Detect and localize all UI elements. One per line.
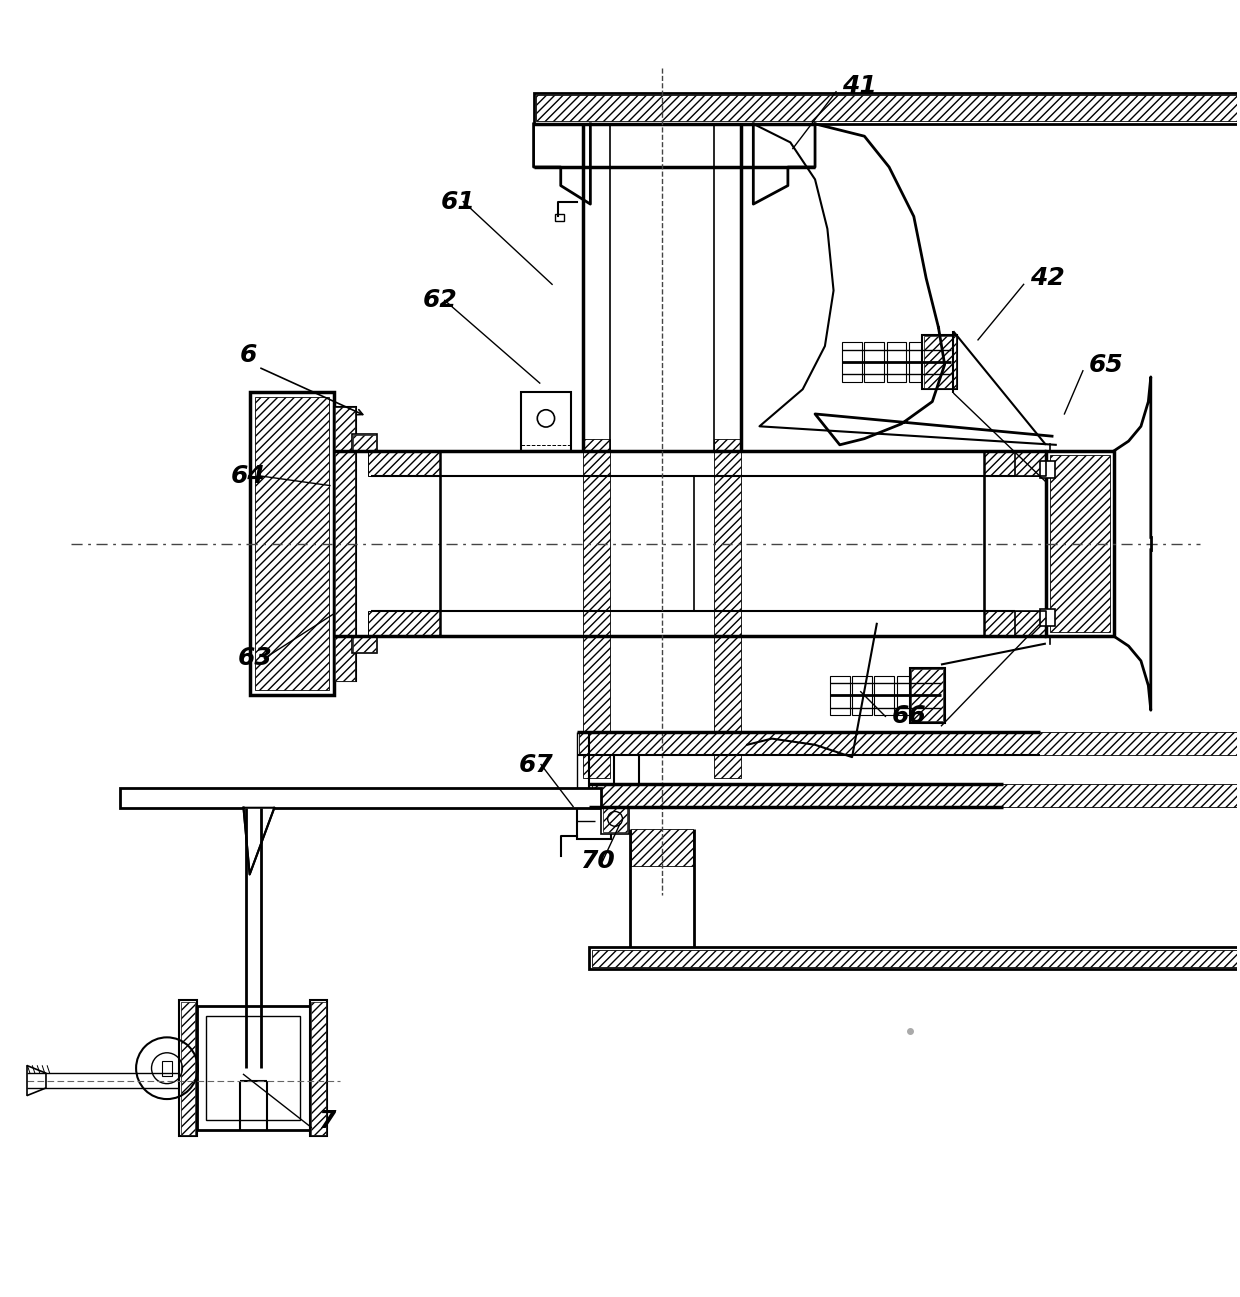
Bar — [352, 636, 377, 654]
Bar — [924, 336, 956, 388]
Bar — [631, 829, 693, 866]
Bar — [842, 342, 862, 381]
Bar — [120, 789, 601, 808]
Bar — [830, 676, 849, 715]
Bar — [521, 392, 570, 451]
Text: 41: 41 — [842, 74, 877, 97]
Bar — [352, 433, 377, 451]
Bar — [591, 785, 1240, 807]
Bar — [911, 669, 944, 721]
Bar — [254, 397, 329, 690]
Bar — [923, 335, 957, 389]
Bar — [162, 1061, 172, 1075]
Bar — [852, 676, 872, 715]
Bar — [180, 1000, 197, 1136]
Bar — [887, 342, 906, 381]
Bar — [368, 451, 440, 476]
Text: 7: 7 — [317, 1109, 335, 1134]
Bar — [589, 947, 1240, 969]
Bar — [985, 611, 1048, 636]
Bar — [207, 1017, 300, 1121]
Bar — [714, 438, 742, 778]
Bar — [1039, 460, 1054, 479]
Text: 64: 64 — [231, 464, 265, 488]
Text: 63: 63 — [237, 646, 272, 671]
Text: 66: 66 — [892, 704, 926, 729]
Bar — [249, 392, 334, 695]
Bar — [181, 1001, 196, 1135]
Bar — [197, 1006, 310, 1130]
Bar — [311, 1001, 326, 1135]
Bar — [1039, 610, 1054, 626]
Bar — [533, 93, 1240, 123]
Bar — [334, 406, 356, 681]
Bar — [1045, 451, 1114, 636]
Text: 65: 65 — [1089, 353, 1123, 376]
Bar — [335, 406, 355, 681]
Bar — [603, 808, 627, 833]
Bar — [536, 96, 1240, 122]
Bar — [353, 434, 376, 450]
Bar — [909, 342, 929, 381]
Bar — [874, 676, 894, 715]
Bar — [601, 807, 629, 834]
Text: 6: 6 — [239, 342, 257, 367]
Bar — [583, 438, 610, 778]
Text: 67: 67 — [518, 752, 553, 777]
Bar — [577, 807, 611, 839]
Text: 61: 61 — [441, 189, 476, 214]
Bar — [554, 214, 564, 222]
Bar — [310, 1000, 327, 1136]
Bar — [368, 611, 440, 636]
Bar — [591, 949, 1240, 968]
Bar — [579, 733, 1240, 755]
Bar — [864, 342, 884, 381]
Polygon shape — [243, 808, 274, 874]
Bar — [1049, 455, 1110, 633]
Text: 62: 62 — [423, 288, 458, 313]
Bar — [353, 637, 376, 652]
Bar — [897, 676, 916, 715]
Bar — [910, 668, 945, 722]
Text: 42: 42 — [1030, 266, 1065, 291]
Text: 70: 70 — [580, 848, 615, 873]
Bar — [985, 451, 1048, 476]
